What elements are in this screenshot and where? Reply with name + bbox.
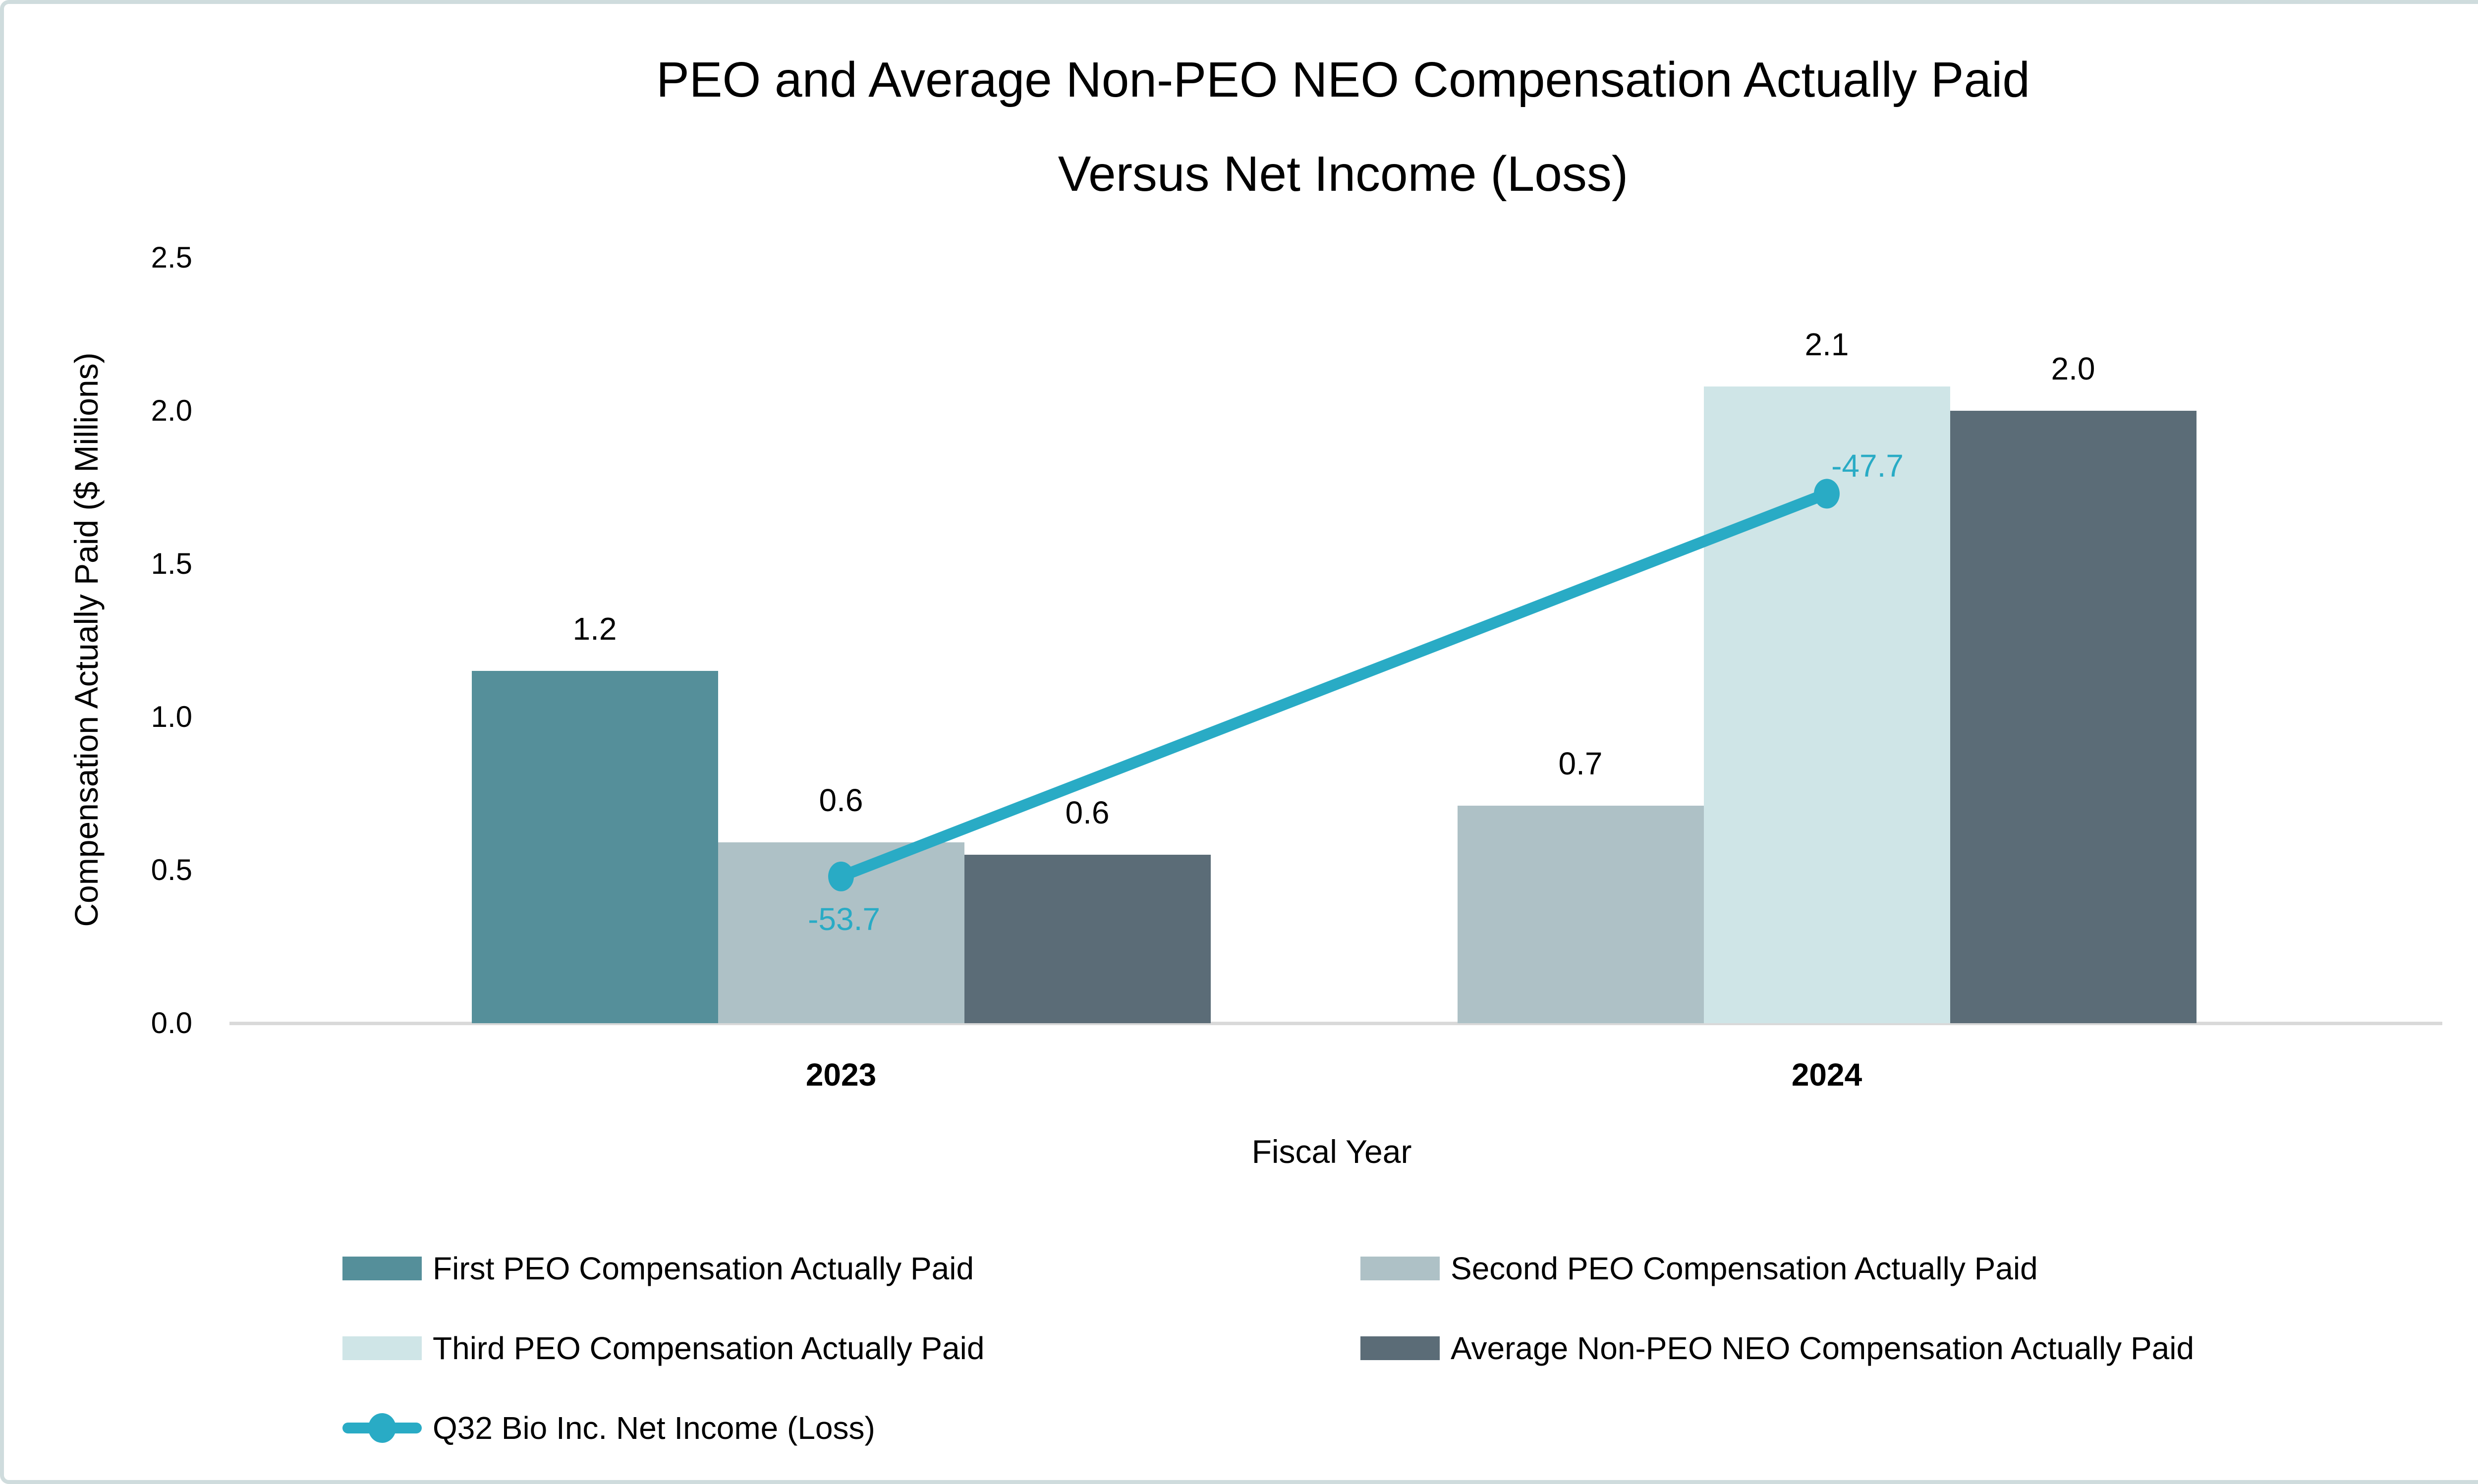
left-axis-tick: 0.5: [151, 853, 192, 886]
x-tick-2024: 2024: [1791, 1057, 1862, 1093]
left-axis-tick: 2.0: [151, 394, 192, 427]
bar-average-non-peo-neo-compensation-actually-paid-2024: [1950, 411, 2196, 1023]
bar-average-non-peo-neo-compensation-actually-paid-2023: [964, 855, 1211, 1023]
legend-label-avg-non-peo-neo: Average Non-PEO NEO Compensation Actuall…: [1451, 1330, 2195, 1366]
left-axis-title: Compensation Actually Paid ($ Millions): [68, 352, 105, 927]
x-axis-line: [229, 1022, 2442, 1025]
x-tick-2023: 2023: [805, 1057, 877, 1093]
bar-value-label: 2.0: [2051, 351, 2095, 386]
left-axis-tick: 2.5: [151, 241, 192, 274]
legend-item-avg-non-peo-neo: Average Non-PEO NEO Compensation Actuall…: [1360, 1327, 2194, 1369]
legend-line-dot: [368, 1413, 396, 1443]
legend-swatch-second-peo: [1360, 1257, 1440, 1280]
bar-value-label: 0.6: [1065, 795, 1110, 831]
legend-swatch-avg-non-peo-neo: [1360, 1336, 1440, 1360]
bar-value-label: 0.7: [1558, 746, 1603, 782]
legend-label-second-peo: Second PEO Compensation Actually Paid: [1451, 1251, 2038, 1286]
legend-item-second-peo: Second PEO Compensation Actually Paid: [1360, 1248, 2038, 1289]
net-income-point-label: -47.7: [1831, 448, 1904, 484]
bar-value-label: 2.1: [1804, 326, 1849, 362]
net-income-point-label: -53.7: [808, 901, 880, 937]
legend-item-net-income-line: Q32 Bio Inc. Net Income (Loss): [342, 1407, 875, 1449]
x-axis-title: Fiscal Year: [1251, 1133, 1412, 1170]
legend-label-third-peo: Third PEO Compensation Actually Paid: [433, 1330, 985, 1366]
legend-swatch-first-peo: [342, 1257, 422, 1280]
bar-second-peo-compensation-actually-paid-2024: [1457, 806, 1704, 1023]
left-axis-tick: 1.5: [151, 547, 192, 580]
legend-line-marker-icon: [342, 1407, 422, 1449]
bar-first-peo-compensation-actually-paid-2023: [471, 671, 718, 1023]
legend-label-first-peo: First PEO Compensation Actually Paid: [433, 1251, 974, 1286]
legend-item-third-peo: Third PEO Compensation Actually Paid: [342, 1327, 984, 1369]
chart-title-line-2: Versus Net Income (Loss): [1058, 146, 1629, 202]
chart-title-line-1: PEO and Average Non-PEO NEO Compensation…: [656, 52, 2030, 108]
chart-title: PEO and Average Non-PEO NEO Compensation…: [4, 33, 2478, 221]
legend-swatch-third-peo: [342, 1336, 422, 1360]
legend-label-net-income: Q32 Bio Inc. Net Income (Loss): [433, 1410, 875, 1446]
left-axis-tick: 0.0: [151, 1006, 192, 1040]
bar-value-label: 1.2: [572, 611, 617, 647]
left-axis-tick: 1.0: [151, 700, 192, 733]
bar-third-peo-compensation-actually-paid-2024: [1703, 386, 1950, 1023]
bar-value-label: 0.6: [819, 782, 863, 819]
legend-item-first-peo: First PEO Compensation Actually Paid: [342, 1248, 974, 1289]
